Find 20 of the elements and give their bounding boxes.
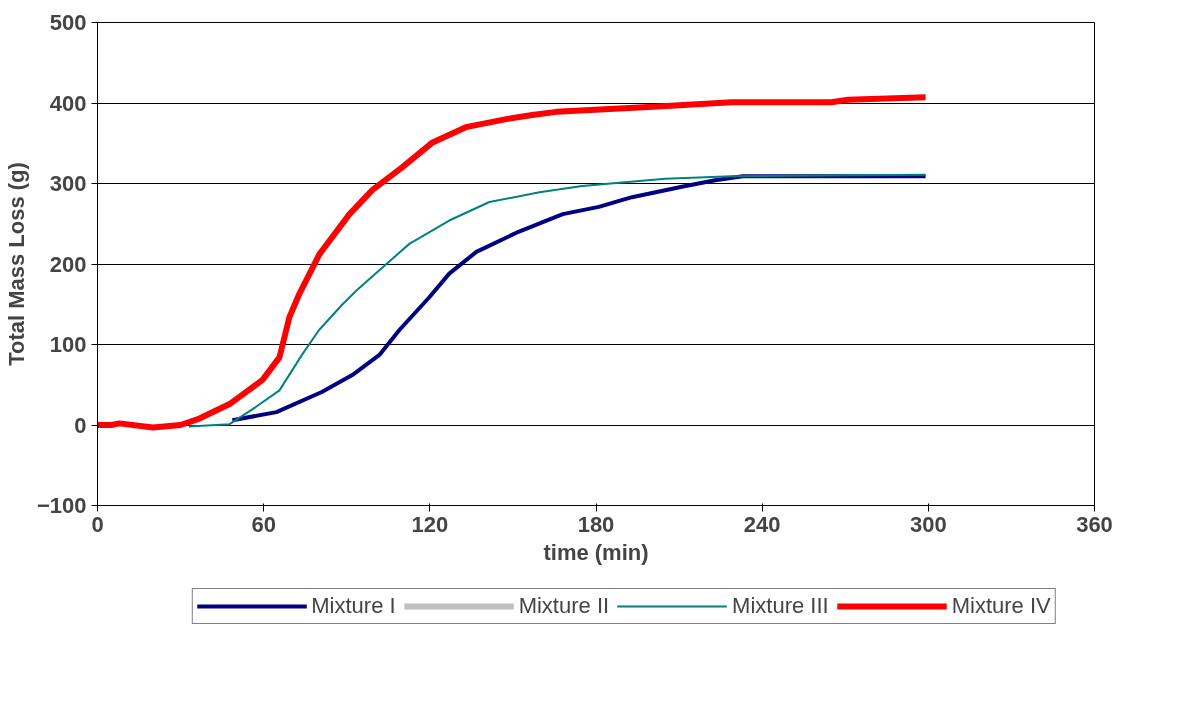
y-axis-title: Total Mass Loss (g) bbox=[3, 162, 29, 366]
legend-label: Mixture I bbox=[311, 593, 396, 619]
legend-label: Mixture III bbox=[732, 593, 829, 619]
x-tick-label: 300 bbox=[909, 511, 947, 537]
x-tick-label: 120 bbox=[411, 511, 449, 537]
x-tick-label: 240 bbox=[743, 511, 781, 537]
x-tick-label: 180 bbox=[577, 511, 615, 537]
y-tick-label: 0 bbox=[74, 412, 87, 438]
y-tick-label: 200 bbox=[49, 251, 87, 277]
x-tick-label: 360 bbox=[1076, 511, 1113, 537]
x-tick-label: 0 bbox=[91, 511, 104, 537]
x-axis-title: time (min) bbox=[543, 539, 649, 565]
y-tick-label: 100 bbox=[49, 332, 87, 357]
legend-label: Mixture II bbox=[518, 593, 610, 619]
legend-label: Mixture IV bbox=[951, 593, 1051, 619]
y-tick-label: −100 bbox=[36, 493, 87, 518]
x-tick-label: 60 bbox=[251, 511, 276, 537]
y-tick-label: 300 bbox=[49, 171, 87, 196]
y-tick-label: 400 bbox=[49, 90, 87, 116]
y-tick-label: 500 bbox=[49, 10, 87, 35]
